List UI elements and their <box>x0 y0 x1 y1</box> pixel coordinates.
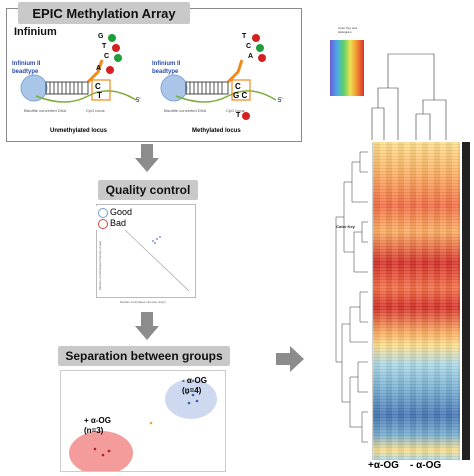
right-base-a: A <box>248 53 254 60</box>
right-locus-caption: Methylated locus <box>192 128 241 134</box>
left-base-c-dot <box>114 54 122 62</box>
row-dendrogram <box>335 151 368 443</box>
right-arrow <box>276 346 304 372</box>
sep-plot <box>60 370 226 475</box>
color-key-histogram: Color Key and Histogram <box>330 24 366 122</box>
epic-diagram <box>20 34 277 120</box>
heatmap-xlabel-plus: +α-OG <box>368 460 399 471</box>
heatmap-row-stripes <box>368 142 460 460</box>
right-beadtype-label: Infinium II beadtype <box>152 61 181 75</box>
left-cpg-label: CpG locus <box>86 108 105 113</box>
left-base-g-dot <box>108 34 116 42</box>
infinium-label: Infinium <box>14 26 57 38</box>
left-base-t: T <box>102 43 107 50</box>
left-bead <box>20 74 48 102</box>
left-orange-extension <box>86 59 104 84</box>
color-key-gradient <box>330 40 364 96</box>
sep-point <box>149 421 153 425</box>
heatmap <box>368 142 460 460</box>
sep-plot-svg <box>69 379 217 475</box>
minus-group-label: - α-OG <box>182 376 207 385</box>
right-cpg-label: CpG locus <box>226 108 245 113</box>
right-probe-ladder <box>185 81 229 95</box>
qc-point <box>156 238 158 240</box>
sep-point <box>107 449 111 453</box>
sep-point <box>195 399 199 403</box>
left-probe-ladder <box>45 81 89 95</box>
down-arrow-2 <box>135 312 159 340</box>
qc-legend-good: Good <box>110 207 133 217</box>
right-base-t2: T <box>236 112 241 119</box>
left-dna-strand <box>35 90 137 103</box>
minus-group-bar <box>462 142 470 460</box>
left-five-prime: 5' <box>136 98 141 104</box>
right-base-c: C <box>246 43 252 50</box>
minus-group-cluster <box>165 379 217 419</box>
color-key-title: Color Key and Histogram <box>338 26 358 34</box>
left-core-top: C <box>95 82 101 91</box>
sep-point <box>187 401 191 405</box>
left-base-a: A <box>96 65 102 72</box>
right-base-t: T <box>242 33 247 40</box>
heatmap-xlabel-minus: - α-OG <box>410 460 442 471</box>
plus-group-label: + α-OG <box>84 416 111 425</box>
qc-point <box>154 242 156 244</box>
right-bead <box>160 74 188 102</box>
qc-point <box>152 240 154 242</box>
qc-xlabel: Median methylated intensity (log2) <box>120 300 166 304</box>
left-base-a-dot <box>106 66 114 74</box>
heatmap-column-stripes <box>368 142 460 460</box>
epic-methylation-panel <box>6 8 302 142</box>
left-base-t-dot <box>112 44 120 52</box>
right-base-a-dot <box>258 54 266 62</box>
down-arrow-1 <box>135 144 159 172</box>
right-dna-strand <box>175 90 277 103</box>
qc-legend-bad: Bad <box>110 218 127 228</box>
right-core-bottom: G C <box>233 91 248 100</box>
right-base-t2-dot <box>242 112 250 120</box>
left-base-g: G <box>98 33 104 40</box>
qc-ylabel: Median unmethylated intensity (log2) <box>98 240 102 290</box>
left-dna-label: Bisulfite converted DNA <box>24 108 67 113</box>
qc-title: Quality control <box>98 180 198 200</box>
right-core-top: C <box>235 82 241 91</box>
right-five-prime: 5' <box>278 98 283 104</box>
left-base-c: C <box>104 53 110 60</box>
right-cpg-box <box>231 79 251 101</box>
right-base-c-dot <box>256 44 264 52</box>
left-beadtype-label: Infinium II beadtype <box>12 61 41 75</box>
qc-legend-bad-icon <box>98 219 108 229</box>
qc-legend-good-icon <box>98 208 108 218</box>
sep-point <box>185 391 189 395</box>
sep-point <box>101 453 105 457</box>
left-cpg-box <box>91 79 111 101</box>
sep-point <box>93 447 97 451</box>
plus-group-bar <box>368 142 373 460</box>
right-dna-label: Bisulfite converted DNA <box>164 108 207 113</box>
sep-title: Separation between groups <box>58 346 230 366</box>
left-locus-caption: Unmethylated locus <box>50 128 108 134</box>
epic-title: EPIC Methylation Array <box>18 2 190 24</box>
right-orange-extension <box>226 59 244 84</box>
right-base-t-dot <box>252 34 260 42</box>
plus-group-cluster <box>69 431 133 475</box>
minus-group-n: (n=4) <box>182 386 202 395</box>
left-core-bottom: T <box>97 91 102 100</box>
sep-point <box>191 393 195 397</box>
column-dendrogram <box>371 53 447 140</box>
plus-group-n: (n=3) <box>84 426 104 435</box>
qc-point <box>159 236 161 238</box>
color-key-label: Color Key <box>336 224 355 229</box>
